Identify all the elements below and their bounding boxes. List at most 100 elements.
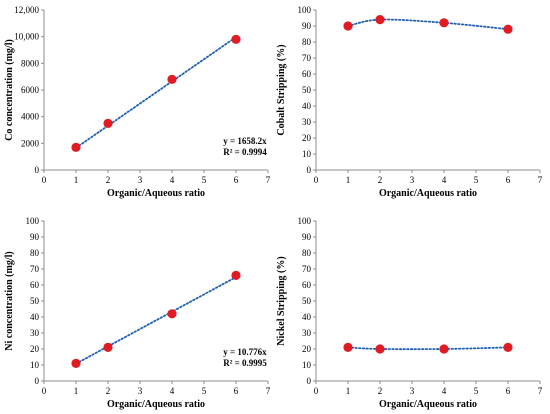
y-tick-label: 50 [302,85,312,95]
data-point [503,24,513,34]
y-tick-label: 8000 [21,58,40,68]
x-tick-label: 5 [202,175,207,185]
y-tick-label: 10 [302,149,312,159]
trendline [75,36,237,149]
x-tick-label: 1 [74,175,79,185]
trendline [75,276,237,365]
x-tick-label: 7 [266,386,271,396]
y-tick-label: 70 [302,264,312,274]
data-point [439,18,449,28]
y-axis-title: Ni concentration (mg/l) [4,251,15,350]
data-point [375,344,385,354]
x-tick-label: 6 [234,175,239,185]
data-point [439,344,449,354]
y-tick-label: 10,000 [14,32,39,42]
x-tick-label: 1 [346,386,351,396]
data-point [71,142,81,152]
trend-r-squared: R² = 0.9994 [223,147,267,157]
y-tick-label: 40 [302,312,312,322]
y-tick-label: 4000 [21,112,40,122]
y-tick-label: 2000 [21,138,40,148]
data-point [343,342,353,352]
x-tick-label: 2 [106,175,111,185]
y-tick-label: 100 [298,5,312,15]
data-point [375,15,385,25]
y-tick-label: 80 [302,37,312,47]
y-tick-label: 40 [30,312,40,322]
x-tick-label: 0 [314,386,319,396]
y-tick-label: 50 [30,296,40,306]
x-tick-label: 4 [170,386,175,396]
y-tick-label: 60 [30,280,40,290]
y-tick-label: 20 [302,344,312,354]
x-tick-label: 0 [314,175,319,185]
y-tick-label: 30 [302,328,312,338]
x-tick-label: 5 [474,175,479,185]
x-tick-label: 5 [474,386,479,396]
y-tick-label: 100 [26,216,40,226]
y-tick-label: 90 [30,232,40,242]
chart-panel-2: 0 1 2 3 4 5 6 70102030405060708090100Organic/Aq… [276,5,543,199]
y-tick-label: 100 [298,216,312,226]
x-axis-title: Organic/Aqueous ratio [379,188,477,199]
y-tick-label: 90 [302,21,312,31]
x-tick-label: 3 [138,386,143,396]
x-tick-label: 0 [42,175,47,185]
y-tick-label: 0 [35,165,40,175]
y-tick-label: 90 [302,232,312,242]
data-point [503,342,513,352]
x-tick-label: 5 [202,386,207,396]
data-point [343,21,353,31]
x-tick-label: 7 [538,175,543,185]
x-tick-label: 3 [410,386,415,396]
x-axis-title: Organic/Aqueous ratio [107,399,205,410]
y-axis-title: Co concentration (mg/l) [4,39,15,141]
x-tick-label: 0 [42,386,47,396]
y-tick-label: 40 [302,101,312,111]
y-tick-label: 6000 [21,85,40,95]
x-tick-label: 3 [138,175,143,185]
data-point [231,34,241,44]
x-axis-title: Organic/Aqueous ratio [379,399,477,410]
data-point [103,342,113,352]
x-tick-label: 4 [442,175,447,185]
y-tick-label: 10 [302,360,312,370]
chart-panel-4: 0 1 2 3 4 5 6 70102030405060708090100Organic/Aq… [276,216,543,410]
y-tick-label: 0 [307,165,312,175]
chart-panel-3: 0 1 2 3 4 5 6 70102030405060708090100Organic/Aq… [4,216,271,410]
chart-panel-1: 0 1 2 3 4 5 6 7 0 2000 4000 6000 8000 10,000 12,000 Org… [4,5,271,199]
x-tick-label: 4 [442,386,447,396]
x-tick-label: 6 [506,175,511,185]
data-point [103,118,113,128]
x-axis-title: Organic/Aqueous ratio [107,188,205,199]
x-tick-label: 7 [538,386,543,396]
y-tick-label: 20 [302,133,312,143]
y-axis-title: Nickel Stripping (%) [276,256,287,345]
x-tick-label: 6 [234,386,239,396]
x-tick-label: 2 [378,386,383,396]
trend-r-squared: R² = 0.9995 [223,358,267,368]
x-tick-label: 7 [266,175,271,185]
y-tick-label: 50 [302,296,312,306]
y-tick-label: 70 [302,53,312,63]
data-point [167,74,177,84]
trend-equation: y = 10.776x [223,347,267,357]
y-tick-label: 12,000 [14,5,39,15]
trend-equation: y = 1658.2x [223,136,267,146]
y-tick-label: 80 [30,248,40,258]
y-axis-title: Cobalt Stripping (%) [276,44,287,135]
trendline [347,18,509,31]
data-point [231,270,241,280]
y-tick-label: 30 [302,117,312,127]
x-tick-label: 2 [106,386,111,396]
y-tick-label: 20 [30,344,40,354]
y-tick-label: 10 [30,360,40,370]
x-tick-label: 2 [378,175,383,185]
y-tick-label: 60 [302,69,312,79]
x-tick-label: 1 [346,175,351,185]
x-tick-label: 1 [74,386,79,396]
trendline [347,346,509,351]
y-tick-label: 70 [30,264,40,274]
data-point [71,358,81,368]
